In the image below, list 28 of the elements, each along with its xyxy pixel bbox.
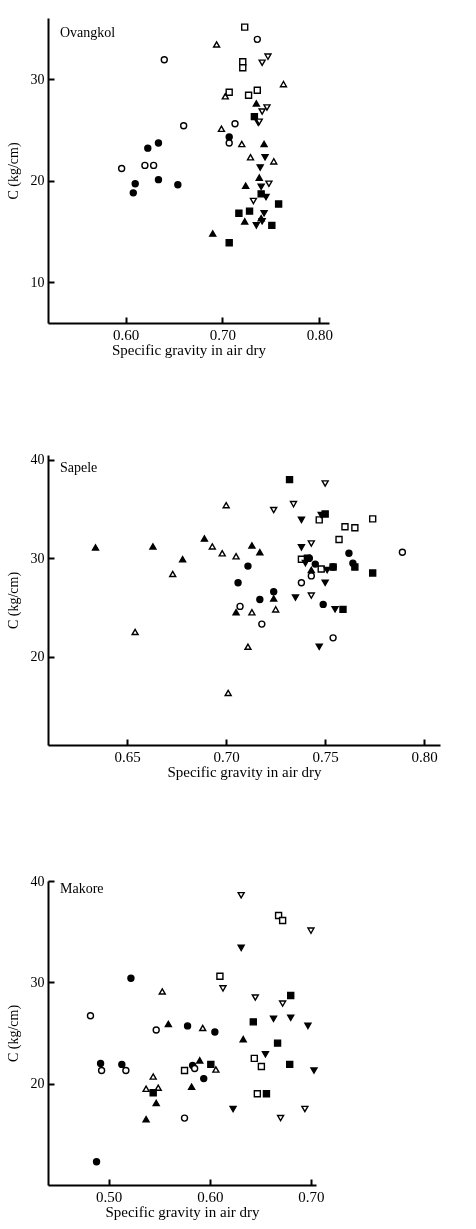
y-tick-label: 10	[30, 274, 45, 290]
y-tick-label: 20	[30, 173, 45, 189]
chart-title: Ovangkol	[60, 25, 116, 40]
x-axis-title: Specific gravity in air dry	[111, 341, 267, 358]
x-tick-label: 0.70	[298, 1188, 325, 1205]
x-tick-label: 0.70	[209, 326, 237, 343]
y-axis-title: C (kg/cm)	[5, 1004, 22, 1063]
x-tick-label: 0.80	[411, 748, 438, 765]
y-tick-label: 30	[30, 974, 45, 990]
x-axis-title: Specific gravity in air dry	[167, 763, 323, 780]
y-tick-label: 30	[30, 550, 45, 566]
x-tick-label: 0.50	[96, 1188, 123, 1205]
y-axis-title: C (kg/cm)	[5, 142, 22, 200]
x-tick-label: 0.75	[312, 748, 339, 765]
x-tick-label: 0.70	[213, 748, 240, 765]
y-axis-title: C (kg/cm)	[5, 571, 22, 630]
x-axis-title: Specific gravity in air dry	[105, 1203, 261, 1220]
x-tick-label: 0.60	[112, 326, 140, 343]
chart-title: Makore	[60, 881, 104, 896]
y-tick-label: 40	[30, 452, 45, 468]
y-tick-label: 40	[30, 873, 45, 889]
y-tick-label: 20	[30, 1076, 45, 1092]
x-tick-label: 0.60	[197, 1188, 224, 1205]
x-tick-label: 0.65	[114, 748, 141, 765]
chart-title: Sapele	[60, 459, 98, 475]
x-tick-label: 0.80	[306, 326, 333, 343]
y-tick-label: 30	[30, 71, 45, 87]
y-tick-label: 20	[30, 649, 45, 665]
